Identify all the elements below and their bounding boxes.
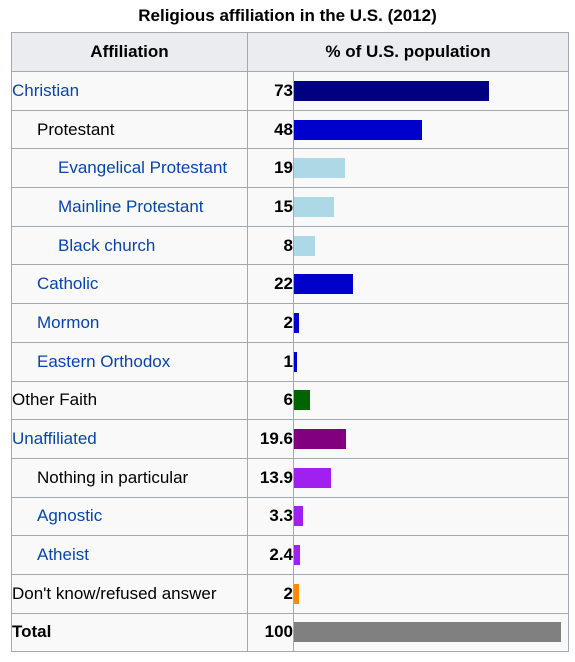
- bar-cell: [293, 187, 569, 227]
- percent-value: 2.4: [247, 535, 294, 575]
- bar-cell: [293, 264, 569, 305]
- bar-cell: [293, 148, 569, 189]
- bar-cell: [293, 457, 569, 498]
- affiliation-label: Don't know/refused answer: [11, 573, 248, 614]
- table-row: Agnostic 3.3: [11, 496, 569, 537]
- bar-cell: [293, 303, 569, 343]
- bar-cell: [293, 612, 569, 653]
- table-row: Don't know/refused answer 2: [11, 573, 569, 614]
- bar-cell: [293, 341, 569, 382]
- percent-bar: [294, 235, 315, 256]
- header-row: Affiliation % of U.S. population: [11, 32, 569, 72]
- affiliation-label[interactable]: Atheist: [11, 535, 248, 575]
- percent-value: 19: [247, 148, 294, 189]
- table-row: Christian 73: [11, 71, 569, 111]
- percent-bar: [294, 583, 299, 604]
- affiliation-link[interactable]: Agnostic: [37, 506, 103, 526]
- affiliation-label[interactable]: Evangelical Protestant: [11, 148, 248, 189]
- percent-value: 73: [247, 71, 294, 111]
- affiliation-link[interactable]: Unaffiliated: [12, 429, 97, 449]
- affiliation-table: Affiliation % of U.S. population Christi…: [11, 32, 569, 653]
- affiliation-link[interactable]: Black church: [58, 235, 156, 255]
- table-row: Total 100: [11, 612, 569, 653]
- percent-bar: [294, 545, 300, 566]
- affiliation-link[interactable]: Evangelical Protestant: [58, 158, 228, 178]
- table-row: Unaffiliated 19.6: [11, 419, 569, 459]
- bar-cell: [293, 496, 569, 537]
- percent-value: 6: [247, 380, 294, 421]
- percent-value: 15: [247, 187, 294, 227]
- percent-value: 22: [247, 264, 294, 305]
- affiliation-link[interactable]: Christian: [12, 80, 80, 100]
- header-affiliation: Affiliation: [11, 32, 248, 72]
- chart-title: Religious affiliation in the U.S. (2012): [138, 6, 437, 25]
- affiliation-label[interactable]: Christian: [11, 71, 248, 111]
- percent-bar: [294, 467, 331, 488]
- bar-cell: [293, 71, 569, 111]
- affiliation-text: Total: [12, 622, 52, 642]
- affiliation-label[interactable]: Agnostic: [11, 496, 248, 537]
- affiliation-label: Total: [11, 612, 248, 653]
- bar-cell: [293, 109, 569, 150]
- affiliation-text: Protestant: [37, 119, 115, 139]
- table-row: Evangelical Protestant 19: [11, 148, 569, 189]
- percent-bar: [294, 274, 353, 295]
- table-row: Eastern Orthodox 1: [11, 341, 569, 382]
- percent-value: 3.3: [247, 496, 294, 537]
- percent-value: 48: [247, 109, 294, 150]
- table-row: Mainline Protestant 15: [11, 187, 569, 227]
- percent-bar: [294, 429, 346, 450]
- percent-bar: [294, 351, 297, 372]
- affiliation-label: Other Faith: [11, 380, 248, 421]
- percent-bar: [294, 80, 489, 101]
- affiliation-text: Other Faith: [12, 390, 98, 410]
- affiliation-link[interactable]: Mormon: [37, 312, 100, 332]
- affiliation-label: Protestant: [11, 109, 248, 150]
- bar-cell: [293, 573, 569, 614]
- percent-bar: [294, 119, 422, 140]
- bar-cell: [293, 535, 569, 575]
- affiliation-label[interactable]: Mormon: [11, 303, 248, 343]
- table-row: Black church 8: [11, 225, 569, 266]
- bar-cell: [293, 380, 569, 421]
- affiliation-link[interactable]: Mainline Protestant: [58, 196, 204, 216]
- affiliation-label[interactable]: Mainline Protestant: [11, 187, 248, 227]
- percent-value: 2: [247, 573, 294, 614]
- affiliation-label[interactable]: Black church: [11, 225, 248, 266]
- percent-bar: [294, 506, 303, 527]
- affiliation-label[interactable]: Eastern Orthodox: [11, 341, 248, 382]
- affiliation-link[interactable]: Atheist: [37, 545, 89, 565]
- table-row: Other Faith 6: [11, 380, 569, 421]
- percent-bar: [294, 390, 310, 411]
- table-row: Protestant 48: [11, 109, 569, 150]
- percent-bar: [294, 312, 299, 333]
- bar-cell: [293, 225, 569, 266]
- table-row: Mormon 2: [11, 303, 569, 343]
- percent-value: 13.9: [247, 457, 294, 498]
- percent-bar: [294, 158, 345, 179]
- percent-bar: [294, 196, 334, 217]
- percent-bar: [294, 622, 561, 643]
- table-row: Nothing in particular 13.9: [11, 457, 569, 498]
- table-row: Catholic 22: [11, 264, 569, 305]
- affiliation-label: Nothing in particular: [11, 457, 248, 498]
- header-percent: % of U.S. population: [247, 32, 569, 72]
- affiliation-link[interactable]: Eastern Orthodox: [37, 351, 171, 371]
- percent-value: 8: [247, 225, 294, 266]
- percent-value: 2: [247, 303, 294, 343]
- affiliation-label[interactable]: Unaffiliated: [11, 419, 248, 459]
- bar-cell: [293, 419, 569, 459]
- percent-value: 1: [247, 341, 294, 382]
- affiliation-text: Nothing in particular: [37, 467, 189, 487]
- percent-value: 100: [247, 612, 294, 653]
- table-row: Atheist 2.4: [11, 535, 569, 575]
- affiliation-link[interactable]: Catholic: [37, 274, 99, 294]
- percent-value: 19.6: [247, 419, 294, 459]
- affiliation-text: Don't know/refused answer: [12, 583, 217, 603]
- affiliation-label[interactable]: Catholic: [11, 264, 248, 305]
